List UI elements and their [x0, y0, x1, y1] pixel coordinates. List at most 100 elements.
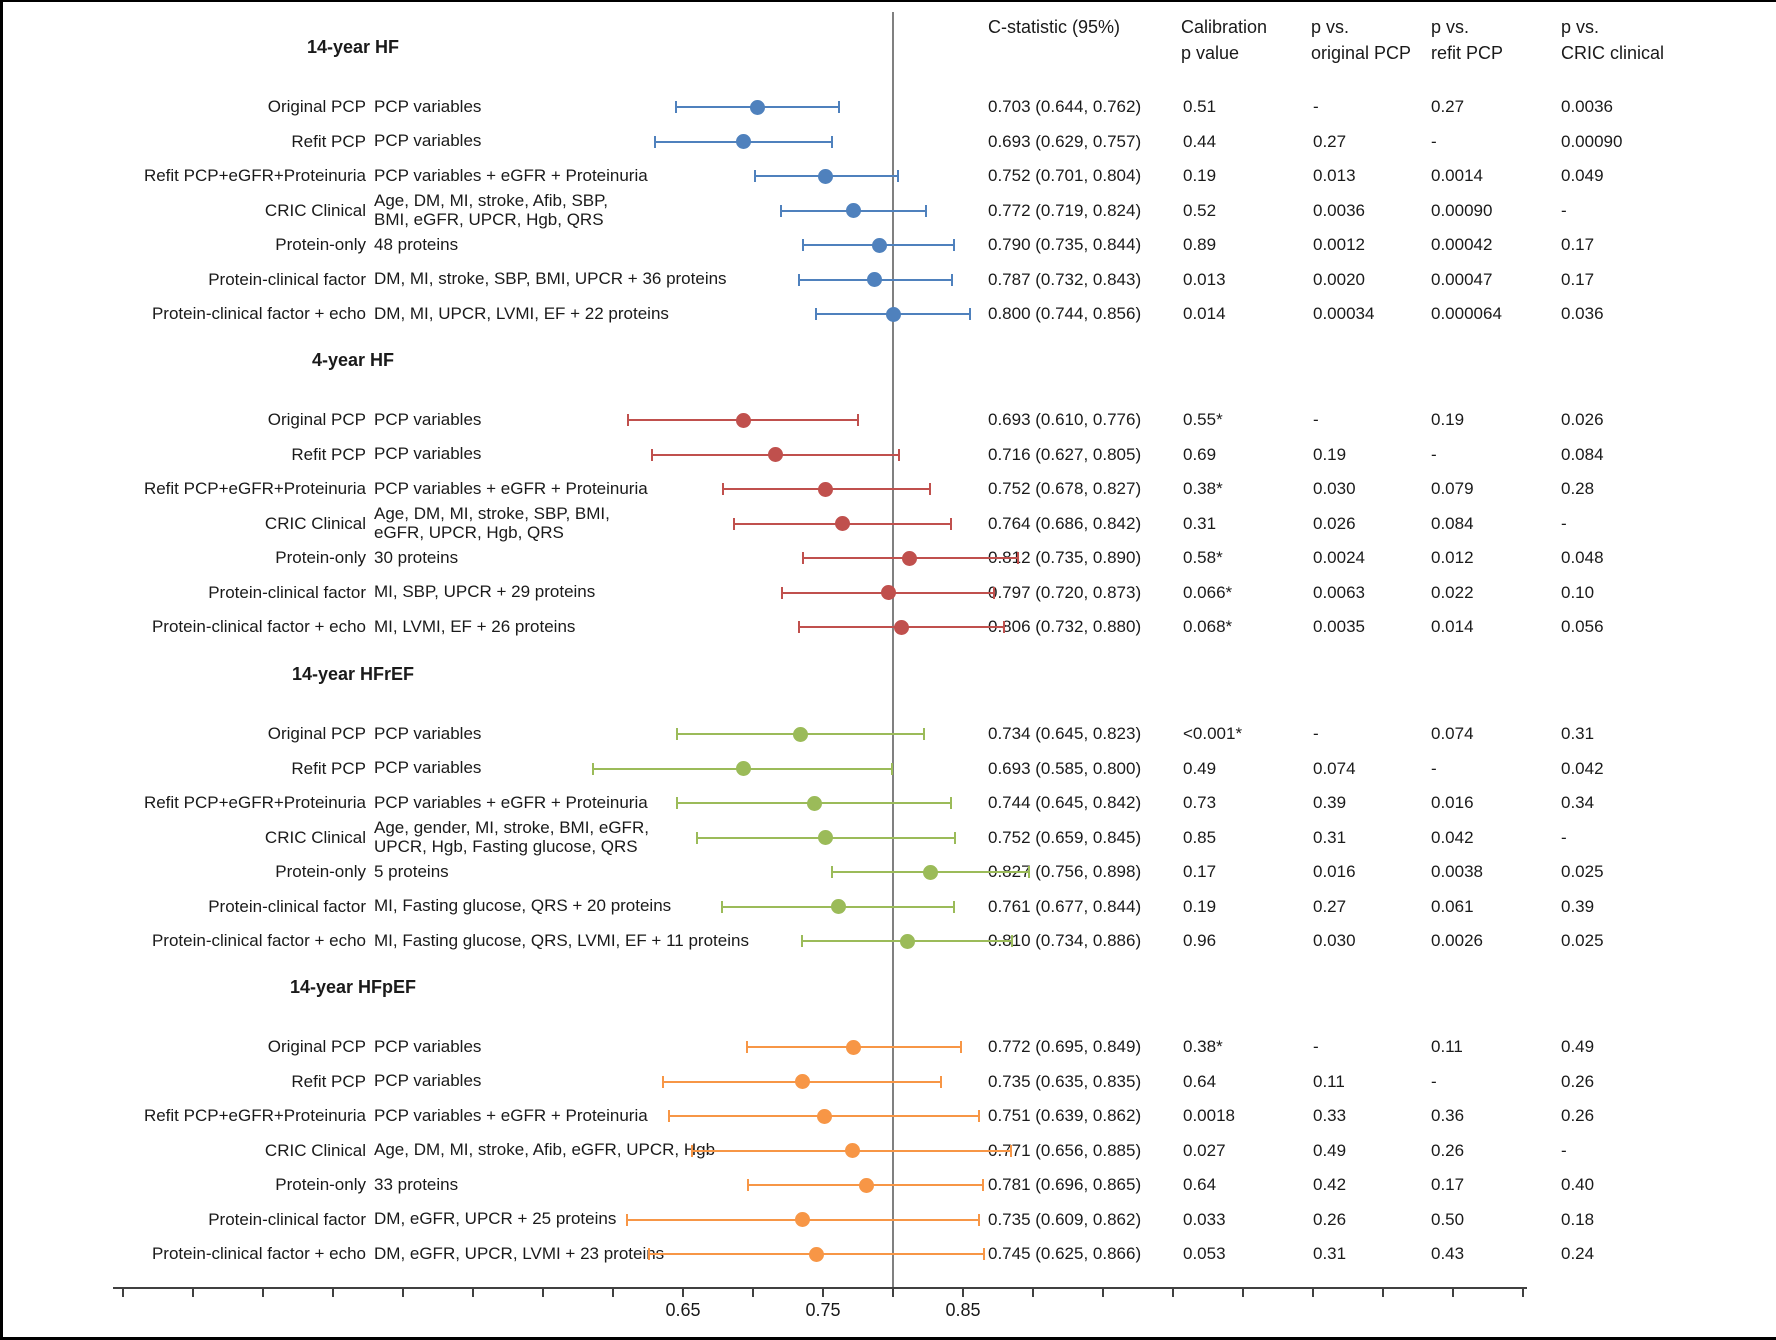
- forest-row: Refit PCP PCP variables 0.735 (0.635, 0.83…: [3, 1064, 1776, 1099]
- cell-p-vs-cric: 0.056: [1561, 617, 1604, 636]
- x-axis-tick: [612, 1289, 614, 1297]
- point-estimate-dot: [893, 619, 909, 635]
- cell-calibration-p: 0.19: [1183, 166, 1217, 185]
- cell-c-statistic: 0.752 (0.659, 0.845): [988, 827, 1142, 847]
- row-variables-label: PCP variables: [374, 758, 482, 778]
- row-model-label: Original PCP: [267, 1037, 366, 1056]
- cell-p-vs-refit: -: [1431, 444, 1437, 464]
- cell-p-vs-original: -: [1313, 724, 1319, 743]
- row-variables-label: MI, LVMI, EF + 26 proteins: [374, 616, 576, 636]
- row-model-label: Protein-clinical factor + echo: [151, 931, 366, 950]
- row-model-label: Protein-clinical factor + echo: [151, 617, 366, 636]
- point-estimate-dot: [793, 726, 809, 742]
- x-axis-tick: [1172, 1289, 1174, 1297]
- forest-row: CRIC Clinical Age, DM, MI, stroke, SBP, B…: [3, 504, 1776, 542]
- forest-row: Refit PCP+eGFR+Proteinuria PCP variables …: [3, 1099, 1776, 1134]
- cell-calibration-p: 0.31: [1183, 513, 1217, 533]
- row-variables-label: PCP variables + eGFR + Proteinuria: [374, 792, 648, 812]
- x-axis-line: [113, 1287, 1527, 1289]
- cell-p-vs-original: 0.11: [1313, 1071, 1345, 1091]
- cell-p-vs-refit: -: [1431, 1071, 1437, 1091]
- row-model-label: Protein-clinical factor: [208, 269, 366, 289]
- x-axis-tick: [1522, 1289, 1524, 1297]
- forest-row: Original PCP PCP variables 0.703 (0.644, 0…: [3, 90, 1776, 125]
- forest-row: Refit PCP+eGFR+Proteinuria PCP variables …: [3, 786, 1776, 821]
- cell-p-vs-refit: 0.0014: [1431, 166, 1483, 185]
- row-variables-label: PCP variables: [374, 1036, 482, 1056]
- forest-row: Protein-clinical factor + echo MI, LVMI, …: [3, 610, 1776, 645]
- forest-row: Protein-only 5 proteins 0.827 (0.756, 0.89…: [3, 855, 1776, 890]
- group-title: 14-year HF: [306, 37, 400, 57]
- cell-p-vs-cric: 0.18: [1561, 1209, 1595, 1229]
- group-title: 14-year HFrEF: [291, 664, 415, 684]
- row-variables-label: 5 proteins: [374, 861, 449, 881]
- cell-calibration-p: 0.013: [1183, 269, 1226, 289]
- cell-c-statistic: 0.693 (0.629, 0.757): [988, 131, 1142, 151]
- cell-c-statistic: 0.787 (0.732, 0.843): [988, 269, 1142, 289]
- point-estimate-dot: [835, 516, 851, 531]
- cell-p-vs-original: 0.19: [1313, 444, 1347, 464]
- cell-p-vs-refit: 0.11: [1431, 1037, 1463, 1056]
- cell-p-vs-refit: 0.079: [1431, 479, 1474, 498]
- cell-p-vs-original: 0.26: [1313, 1209, 1347, 1229]
- row-model-label: Protein-only: [275, 862, 366, 881]
- cell-p-vs-cric: -: [1561, 827, 1567, 847]
- x-axis-tick: [962, 1289, 964, 1297]
- point-estimate-dot: [794, 1212, 810, 1227]
- cell-p-vs-original: 0.31: [1313, 827, 1347, 847]
- row-model-label: Protein-clinical factor: [208, 582, 366, 602]
- cell-p-vs-original: 0.0020: [1313, 269, 1365, 289]
- cell-p-vs-refit: 0.00042: [1431, 235, 1493, 254]
- row-model-label: Protein-clinical factor: [208, 896, 366, 916]
- forest-row: Original PCP PCP variables 0.693 (0.610, 0…: [3, 403, 1776, 438]
- row-variables-label: PCP variables: [374, 131, 482, 151]
- cell-calibration-p: 0.027: [1183, 1140, 1226, 1160]
- cell-calibration-p: 0.73: [1183, 793, 1217, 812]
- x-axis-tick: [402, 1289, 404, 1297]
- cell-p-vs-refit: 0.27: [1431, 97, 1465, 116]
- row-model-label: Original PCP: [267, 410, 366, 429]
- point-estimate-dot: [899, 933, 915, 949]
- row-model-label: CRIC Clinical: [264, 827, 366, 847]
- group-title: 14-year HFpEF: [289, 977, 417, 997]
- row-variables-label: DM, MI, stroke, SBP, BMI, UPCR + 36 prot…: [374, 269, 727, 289]
- cell-c-statistic: 0.745 (0.625, 0.866): [988, 1244, 1142, 1263]
- row-model-label: Refit PCP+eGFR+Proteinuria: [143, 1106, 366, 1125]
- cell-p-vs-cric: 0.025: [1561, 931, 1604, 950]
- row-variables-label: MI, Fasting glucose, QRS, LVMI, EF + 11 …: [374, 930, 749, 950]
- cell-calibration-p: 0.44: [1183, 131, 1217, 151]
- cell-p-vs-refit: 0.074: [1431, 724, 1474, 743]
- point-estimate-dot: [902, 550, 918, 566]
- cell-p-vs-refit: 0.36: [1431, 1106, 1465, 1125]
- cell-p-vs-original: -: [1313, 1037, 1319, 1056]
- x-axis-tick: [332, 1289, 334, 1297]
- cell-calibration-p: 0.38*: [1183, 479, 1223, 498]
- forest-row: Protein-clinical factor + echo DM, eGFR, …: [3, 1237, 1776, 1272]
- cell-calibration-p: 0.0018: [1183, 1106, 1235, 1125]
- row-variables-label: Age, DM, MI, stroke, Afib, SBP, BMI, eGF…: [374, 191, 608, 229]
- cell-calibration-p: 0.17: [1183, 862, 1217, 881]
- header-c-statistic: C-statistic (95%): [988, 17, 1121, 37]
- cell-p-vs-refit: 0.012: [1431, 548, 1474, 567]
- cell-p-vs-original: 0.27: [1313, 131, 1347, 151]
- forest-row: Protein-clinical factor DM, MI, stroke, S…: [3, 262, 1776, 297]
- cell-p-vs-original: 0.0012: [1313, 235, 1365, 254]
- cell-calibration-p: 0.053: [1183, 1244, 1226, 1263]
- cell-p-vs-refit: 0.00090: [1431, 200, 1493, 220]
- row-variables-label: PCP variables + eGFR + Proteinuria: [374, 165, 648, 185]
- cell-p-vs-refit: 0.0026: [1431, 931, 1483, 950]
- point-estimate-dot: [885, 306, 901, 322]
- cell-c-statistic: 0.734 (0.645, 0.823): [988, 724, 1142, 743]
- point-estimate-dot: [858, 1177, 874, 1193]
- cell-p-vs-cric: 0.084: [1561, 444, 1604, 464]
- cell-p-vs-cric: 0.24: [1561, 1244, 1595, 1263]
- cell-c-statistic: 0.772 (0.719, 0.824): [988, 200, 1142, 220]
- cell-p-vs-refit: 0.0038: [1431, 862, 1483, 881]
- cell-calibration-p: 0.066*: [1183, 582, 1233, 602]
- row-variables-label: Age, DM, MI, stroke, SBP, BMI, eGFR, UPC…: [374, 504, 610, 542]
- point-estimate-dot: [767, 447, 783, 462]
- cell-p-vs-original: -: [1313, 97, 1319, 116]
- cell-c-statistic: 0.693 (0.585, 0.800): [988, 758, 1142, 778]
- cell-calibration-p: 0.85: [1183, 827, 1217, 847]
- forest-row: Protein-clinical factor MI, Fasting gluco…: [3, 889, 1776, 924]
